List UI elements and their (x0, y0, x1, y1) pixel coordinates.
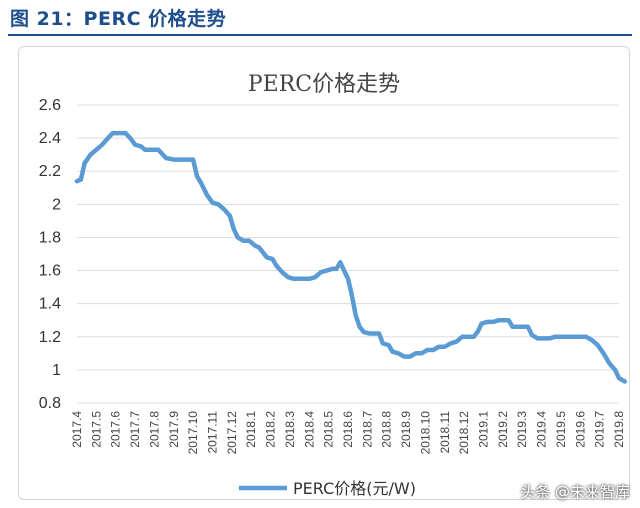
series-line (74, 130, 628, 384)
x-tick-label: 2017.11 (206, 411, 220, 454)
x-tick-label: 2019.6 (573, 411, 587, 448)
y-axis: 2.6 2.4 2.2 2 1.8 1.6 1.4 1.2 1 0.8 (39, 97, 61, 412)
x-tick-label: 2018.8 (380, 411, 394, 448)
x-tick-label: 2018.9 (399, 411, 413, 448)
x-tick-label: 2018.7 (360, 411, 374, 448)
x-tick-label: 2019.2 (496, 411, 510, 448)
legend-label: PERC价格(元/W) (293, 479, 416, 498)
x-tick-label: 2018.6 (341, 411, 355, 448)
x-tick-label: 2019.3 (515, 411, 529, 448)
y-tick-label: 1.6 (39, 263, 61, 280)
y-tick-label: 2.4 (39, 130, 61, 147)
x-tick-label: 2017.6 (109, 411, 123, 448)
x-tick-label: 2019.5 (554, 411, 568, 448)
x-tick-label: 2019.1 (477, 411, 491, 448)
y-tick-label: 2 (52, 196, 61, 213)
x-tick-label: 2018.4 (302, 411, 316, 448)
title-divider (8, 34, 632, 36)
x-tick-label: 2017.5 (89, 411, 103, 448)
y-tick-label: 1.4 (39, 296, 61, 313)
x-tick-label: 2018.2 (264, 411, 278, 448)
y-tick-label: 1.8 (39, 229, 61, 246)
x-tick-label: 2019.4 (535, 411, 549, 448)
watermark: 头条 @未来智库 (520, 483, 630, 501)
y-tick-label: 1.2 (39, 329, 61, 346)
y-tick-label: 2.2 (39, 163, 61, 180)
price-line-chart: PERC价格走势 2.6 2.4 2.2 2 1.8 1.6 1.4 1.2 1 0.8 2017… (39, 72, 628, 498)
x-tick-label: 2018.10 (418, 411, 432, 455)
y-tick-label: 2.6 (39, 97, 61, 114)
x-tick-label: 2017.8 (147, 411, 161, 448)
gridlines (77, 104, 619, 404)
x-tick-label: 2018.1 (244, 411, 258, 448)
x-tick-label: 2017.10 (186, 411, 200, 455)
legend: PERC价格(元/W) (239, 479, 416, 498)
x-tick-label: 2017.9 (167, 411, 181, 448)
x-axis: 2017.4 2017.5 2017.6 2017.7 2017.8 2017.9 2017… (70, 411, 626, 455)
figure-title: 图 21：PERC 价格走势 (10, 8, 227, 30)
y-tick-label: 0.8 (39, 395, 61, 412)
y-tick-label: 1 (52, 362, 61, 379)
x-tick-label: 2018.12 (457, 411, 471, 455)
x-tick-label: 2017.12 (225, 411, 239, 455)
x-tick-label: 2019.7 (593, 411, 607, 448)
x-tick-label: 2017.4 (70, 411, 84, 448)
x-tick-label: 2018.5 (322, 411, 336, 448)
x-tick-label: 2017.7 (128, 411, 142, 448)
x-tick-label: 2019.8 (612, 411, 626, 448)
series-layer (74, 130, 628, 384)
chart-container: PERC价格走势 2.6 2.4 2.2 2 1.8 1.6 1.4 1.2 1 0.8 2017… (18, 46, 630, 500)
x-tick-label: 2018.11 (438, 411, 452, 454)
x-tick-label: 2018.3 (283, 411, 297, 448)
chart-title: PERC价格走势 (248, 72, 400, 97)
